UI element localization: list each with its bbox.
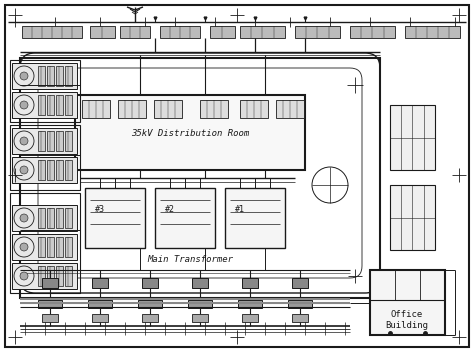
Circle shape — [20, 72, 28, 80]
Bar — [192, 314, 208, 322]
Bar — [288, 300, 312, 308]
Bar — [38, 266, 45, 286]
Bar — [85, 188, 145, 248]
Bar — [47, 95, 54, 115]
Circle shape — [20, 243, 28, 251]
Circle shape — [20, 214, 28, 222]
Bar — [42, 314, 58, 322]
Bar — [38, 237, 45, 257]
Bar — [65, 95, 72, 115]
Bar — [65, 160, 72, 180]
Bar — [65, 66, 72, 86]
Bar — [240, 100, 268, 118]
Bar — [12, 157, 77, 183]
Bar — [10, 193, 80, 293]
Bar — [242, 314, 258, 322]
Bar — [390, 185, 435, 250]
Bar — [350, 26, 395, 38]
Text: 35kV Distribution Room: 35kV Distribution Room — [131, 128, 249, 138]
Text: #2: #2 — [165, 206, 175, 214]
Bar — [138, 300, 162, 308]
Bar — [90, 26, 115, 38]
Bar — [38, 208, 45, 228]
Bar — [192, 278, 208, 288]
Bar — [22, 26, 82, 38]
Text: #3: #3 — [95, 206, 105, 214]
Bar — [47, 237, 54, 257]
Circle shape — [20, 101, 28, 109]
Bar — [56, 66, 63, 86]
Bar — [47, 160, 54, 180]
Bar — [370, 270, 445, 335]
Bar — [12, 92, 77, 118]
Bar — [12, 263, 77, 289]
Bar — [56, 131, 63, 151]
Bar — [390, 105, 435, 170]
Bar — [10, 60, 80, 122]
Bar — [92, 314, 108, 322]
Bar — [20, 58, 380, 298]
Bar — [56, 95, 63, 115]
Bar — [118, 100, 146, 118]
Bar — [38, 160, 45, 180]
Bar — [12, 234, 77, 260]
Bar — [65, 131, 72, 151]
Bar — [160, 26, 200, 38]
Bar — [210, 26, 235, 38]
Bar — [200, 100, 228, 118]
Circle shape — [20, 166, 28, 174]
Bar — [242, 278, 258, 288]
Bar — [142, 314, 158, 322]
Bar — [47, 266, 54, 286]
Bar — [38, 66, 45, 86]
Bar — [42, 278, 58, 288]
Bar — [155, 188, 215, 248]
Bar — [10, 125, 80, 190]
Bar — [38, 300, 62, 308]
Bar — [142, 278, 158, 288]
Bar — [38, 131, 45, 151]
Bar — [47, 208, 54, 228]
Circle shape — [20, 272, 28, 280]
Circle shape — [20, 137, 28, 145]
Bar — [56, 160, 63, 180]
Bar — [82, 100, 110, 118]
Bar — [292, 278, 308, 288]
Bar — [295, 26, 340, 38]
Bar — [75, 95, 305, 170]
Bar — [56, 237, 63, 257]
Bar — [12, 128, 77, 154]
Bar — [65, 266, 72, 286]
Bar — [120, 26, 150, 38]
Bar — [65, 208, 72, 228]
Bar — [92, 278, 108, 288]
Bar — [225, 188, 285, 248]
Bar — [56, 208, 63, 228]
Bar — [276, 100, 304, 118]
Bar — [38, 95, 45, 115]
Bar — [47, 66, 54, 86]
Text: Office
Building: Office Building — [385, 310, 428, 330]
Bar — [154, 100, 182, 118]
Bar — [12, 205, 77, 231]
Bar — [188, 300, 212, 308]
Bar — [47, 131, 54, 151]
Bar — [292, 314, 308, 322]
Bar — [56, 266, 63, 286]
Bar — [405, 26, 460, 38]
Text: #1: #1 — [235, 206, 245, 214]
Bar — [240, 26, 285, 38]
Bar — [88, 300, 112, 308]
Bar — [12, 63, 77, 89]
Text: Main Transformer: Main Transformer — [147, 256, 233, 264]
Bar — [238, 300, 262, 308]
Bar — [65, 237, 72, 257]
